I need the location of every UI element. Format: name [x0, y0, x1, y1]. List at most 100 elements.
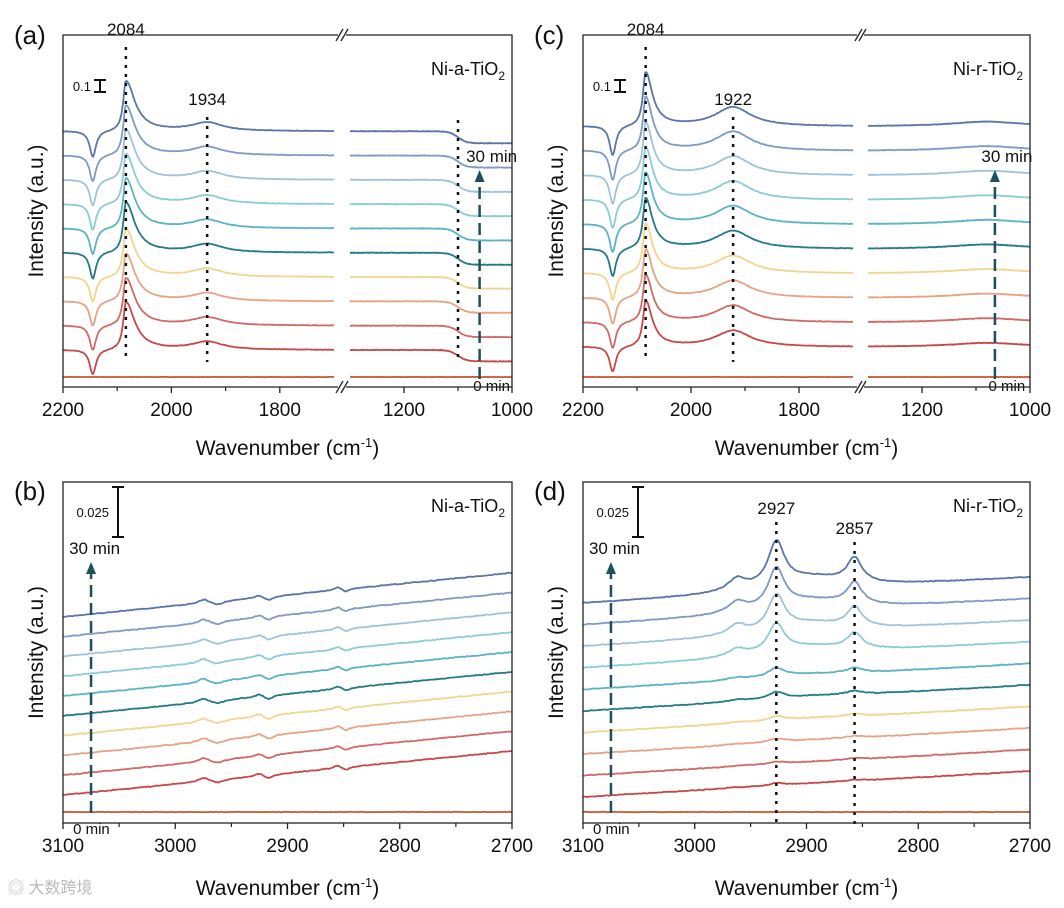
- y-axis-label: Intensity (a.u.): [545, 144, 568, 277]
- spectrum-line-6-seg1: [867, 218, 1031, 226]
- spectrum-line-4-seg0: [582, 705, 1031, 734]
- peak-label: 2084: [627, 20, 665, 39]
- sample-name: Ni-a-TiO: [431, 496, 498, 516]
- time-end-label: 30 min: [981, 147, 1032, 166]
- scale-bar-label: 0.1: [73, 79, 91, 94]
- x-tick-label: 2200: [42, 400, 84, 421]
- x-axis-label: Wavenumber (cm-1): [196, 875, 380, 900]
- panel-letter: (b): [14, 476, 46, 506]
- x-tick-label: 1200: [901, 400, 943, 421]
- spectrum-line-6-seg0: [62, 650, 513, 697]
- y-axis-label: Intensity (a.u.): [25, 586, 48, 719]
- sample-label: Ni-a-TiO2: [431, 496, 505, 520]
- x-tick-label: 3000: [154, 836, 196, 857]
- scale-bar: [94, 79, 106, 93]
- spectrum-line-7-seg0: [62, 631, 513, 678]
- axis-break-icon: [335, 28, 349, 42]
- spectrum-line-3-seg0: [62, 710, 513, 757]
- panel-letter: (a): [14, 20, 46, 50]
- sample-name: Ni-r-TiO: [953, 496, 1016, 516]
- time-arrow-head-icon: [86, 562, 97, 574]
- peak-label: 2084: [107, 20, 145, 39]
- panel-b: 30 min 0 min 0.025 Ni-a-TiO2 3100 3000 2900 280…: [14, 476, 533, 900]
- x-axis-label-sup: -1: [361, 435, 373, 450]
- plot-frame: [62, 34, 513, 388]
- spectrum-line-5-seg1: [349, 251, 513, 266]
- x-tick-label: 2000: [150, 400, 192, 421]
- sample-subscript: 2: [498, 69, 505, 83]
- x-tick-label: 1800: [778, 400, 820, 421]
- scale-bar-label: 0.025: [596, 505, 629, 520]
- time-start-label: 0 min: [73, 821, 110, 838]
- x-tick-label: 2900: [266, 836, 308, 857]
- x-axis-label-main: Wavenumber (cm: [196, 877, 361, 900]
- spectrum-line-8-seg0: [62, 611, 513, 658]
- spectrum-line-10-seg0: [583, 71, 854, 156]
- spectrum-line-3-seg0: [582, 247, 854, 325]
- spectrum-line-5-seg1: [867, 243, 1031, 250]
- x-tick-label: 2700: [491, 836, 533, 857]
- spectrum-line-1-seg1: [867, 341, 1031, 348]
- spectrum-line-9-seg1: [868, 144, 1031, 152]
- peak-label: 2927: [757, 499, 795, 518]
- x-tick-label: 1200: [383, 400, 425, 421]
- spectrum-line-9-seg1: [349, 154, 513, 169]
- sample-label: Ni-a-TiO2: [431, 59, 505, 83]
- axis-break-icon: [854, 28, 867, 42]
- time-end-label: 30 min: [589, 539, 640, 558]
- spectrum-line-1-seg1: [349, 348, 513, 363]
- sample-name: Ni-a-TiO: [431, 59, 498, 79]
- x-axis-label-sup: -1: [880, 875, 892, 890]
- peak-label: 1922: [714, 90, 752, 109]
- peak-label: 2857: [836, 519, 874, 538]
- spectrum-line-9-seg0: [62, 104, 335, 182]
- x-tick-label: 2800: [897, 836, 939, 857]
- spectrum-line-6-seg0: [62, 177, 335, 255]
- spectrum-line-6-seg0: [582, 662, 1031, 691]
- y-axis-label: Intensity (a.u.): [25, 144, 48, 277]
- x-tick-label: 2200: [562, 400, 604, 421]
- spectrum-line-4-seg1: [349, 275, 513, 290]
- spectrum-line-1-seg0: [63, 301, 335, 376]
- spectrum-line-9-seg0: [63, 591, 513, 638]
- spectrum-line-10-seg0: [62, 571, 513, 618]
- spectrum-line-10-seg0: [582, 538, 1031, 604]
- x-tick-label: 2000: [670, 400, 712, 421]
- sample-subscript: 2: [498, 506, 505, 520]
- sample-subscript: 2: [1016, 506, 1023, 520]
- panel-d: 2927 2857 30 min 0 min 0.025 Ni-r-TiO2 3100 300…: [534, 476, 1051, 900]
- panel-letter: (d): [534, 476, 566, 506]
- spectrum-line-5-seg0: [582, 683, 1031, 712]
- x-tick-label: 2800: [379, 836, 421, 857]
- scale-bar: [632, 486, 644, 538]
- spectrum-line-7-seg0: [582, 146, 854, 229]
- x-axis-label-sup: -1: [880, 435, 892, 450]
- spectrum-line-8-seg1: [350, 178, 512, 194]
- x-tick-label: 2900: [785, 836, 827, 857]
- x-tick-label: 1000: [1009, 400, 1051, 421]
- spectrum-line-6-seg0: [582, 171, 854, 253]
- spectrum-line-10-seg1: [349, 129, 513, 145]
- time-arrow-head-icon: [474, 170, 485, 182]
- time-end-label: 30 min: [69, 539, 120, 558]
- sample-name: Ni-r-TiO: [953, 59, 1016, 79]
- sample-subscript: 2: [1016, 69, 1023, 83]
- x-axis-label-end: ): [891, 437, 898, 460]
- x-tick-label: 1800: [259, 400, 301, 421]
- spectrum-line-3-seg1: [349, 300, 512, 315]
- spectrum-line-4-seg0: [582, 222, 854, 301]
- spectrum-line-8-seg0: [582, 121, 854, 205]
- spectrum-line-7-seg0: [582, 621, 1031, 669]
- x-tick-label: 2700: [1009, 836, 1051, 857]
- y-axis-label: Intensity (a.u.): [545, 586, 568, 719]
- spectrum-line-1-seg0: [582, 299, 854, 373]
- time-arrow-head-icon: [605, 562, 616, 574]
- spectrum-line-8-seg0: [63, 128, 335, 207]
- x-axis-label-sup: -1: [361, 875, 373, 890]
- spectrum-line-9-seg0: [582, 565, 1031, 626]
- spectrum-line-2-seg0: [62, 730, 513, 776]
- x-axis-label: Wavenumber (cm-1): [196, 435, 380, 460]
- spectrum-line-9-seg0: [582, 95, 854, 181]
